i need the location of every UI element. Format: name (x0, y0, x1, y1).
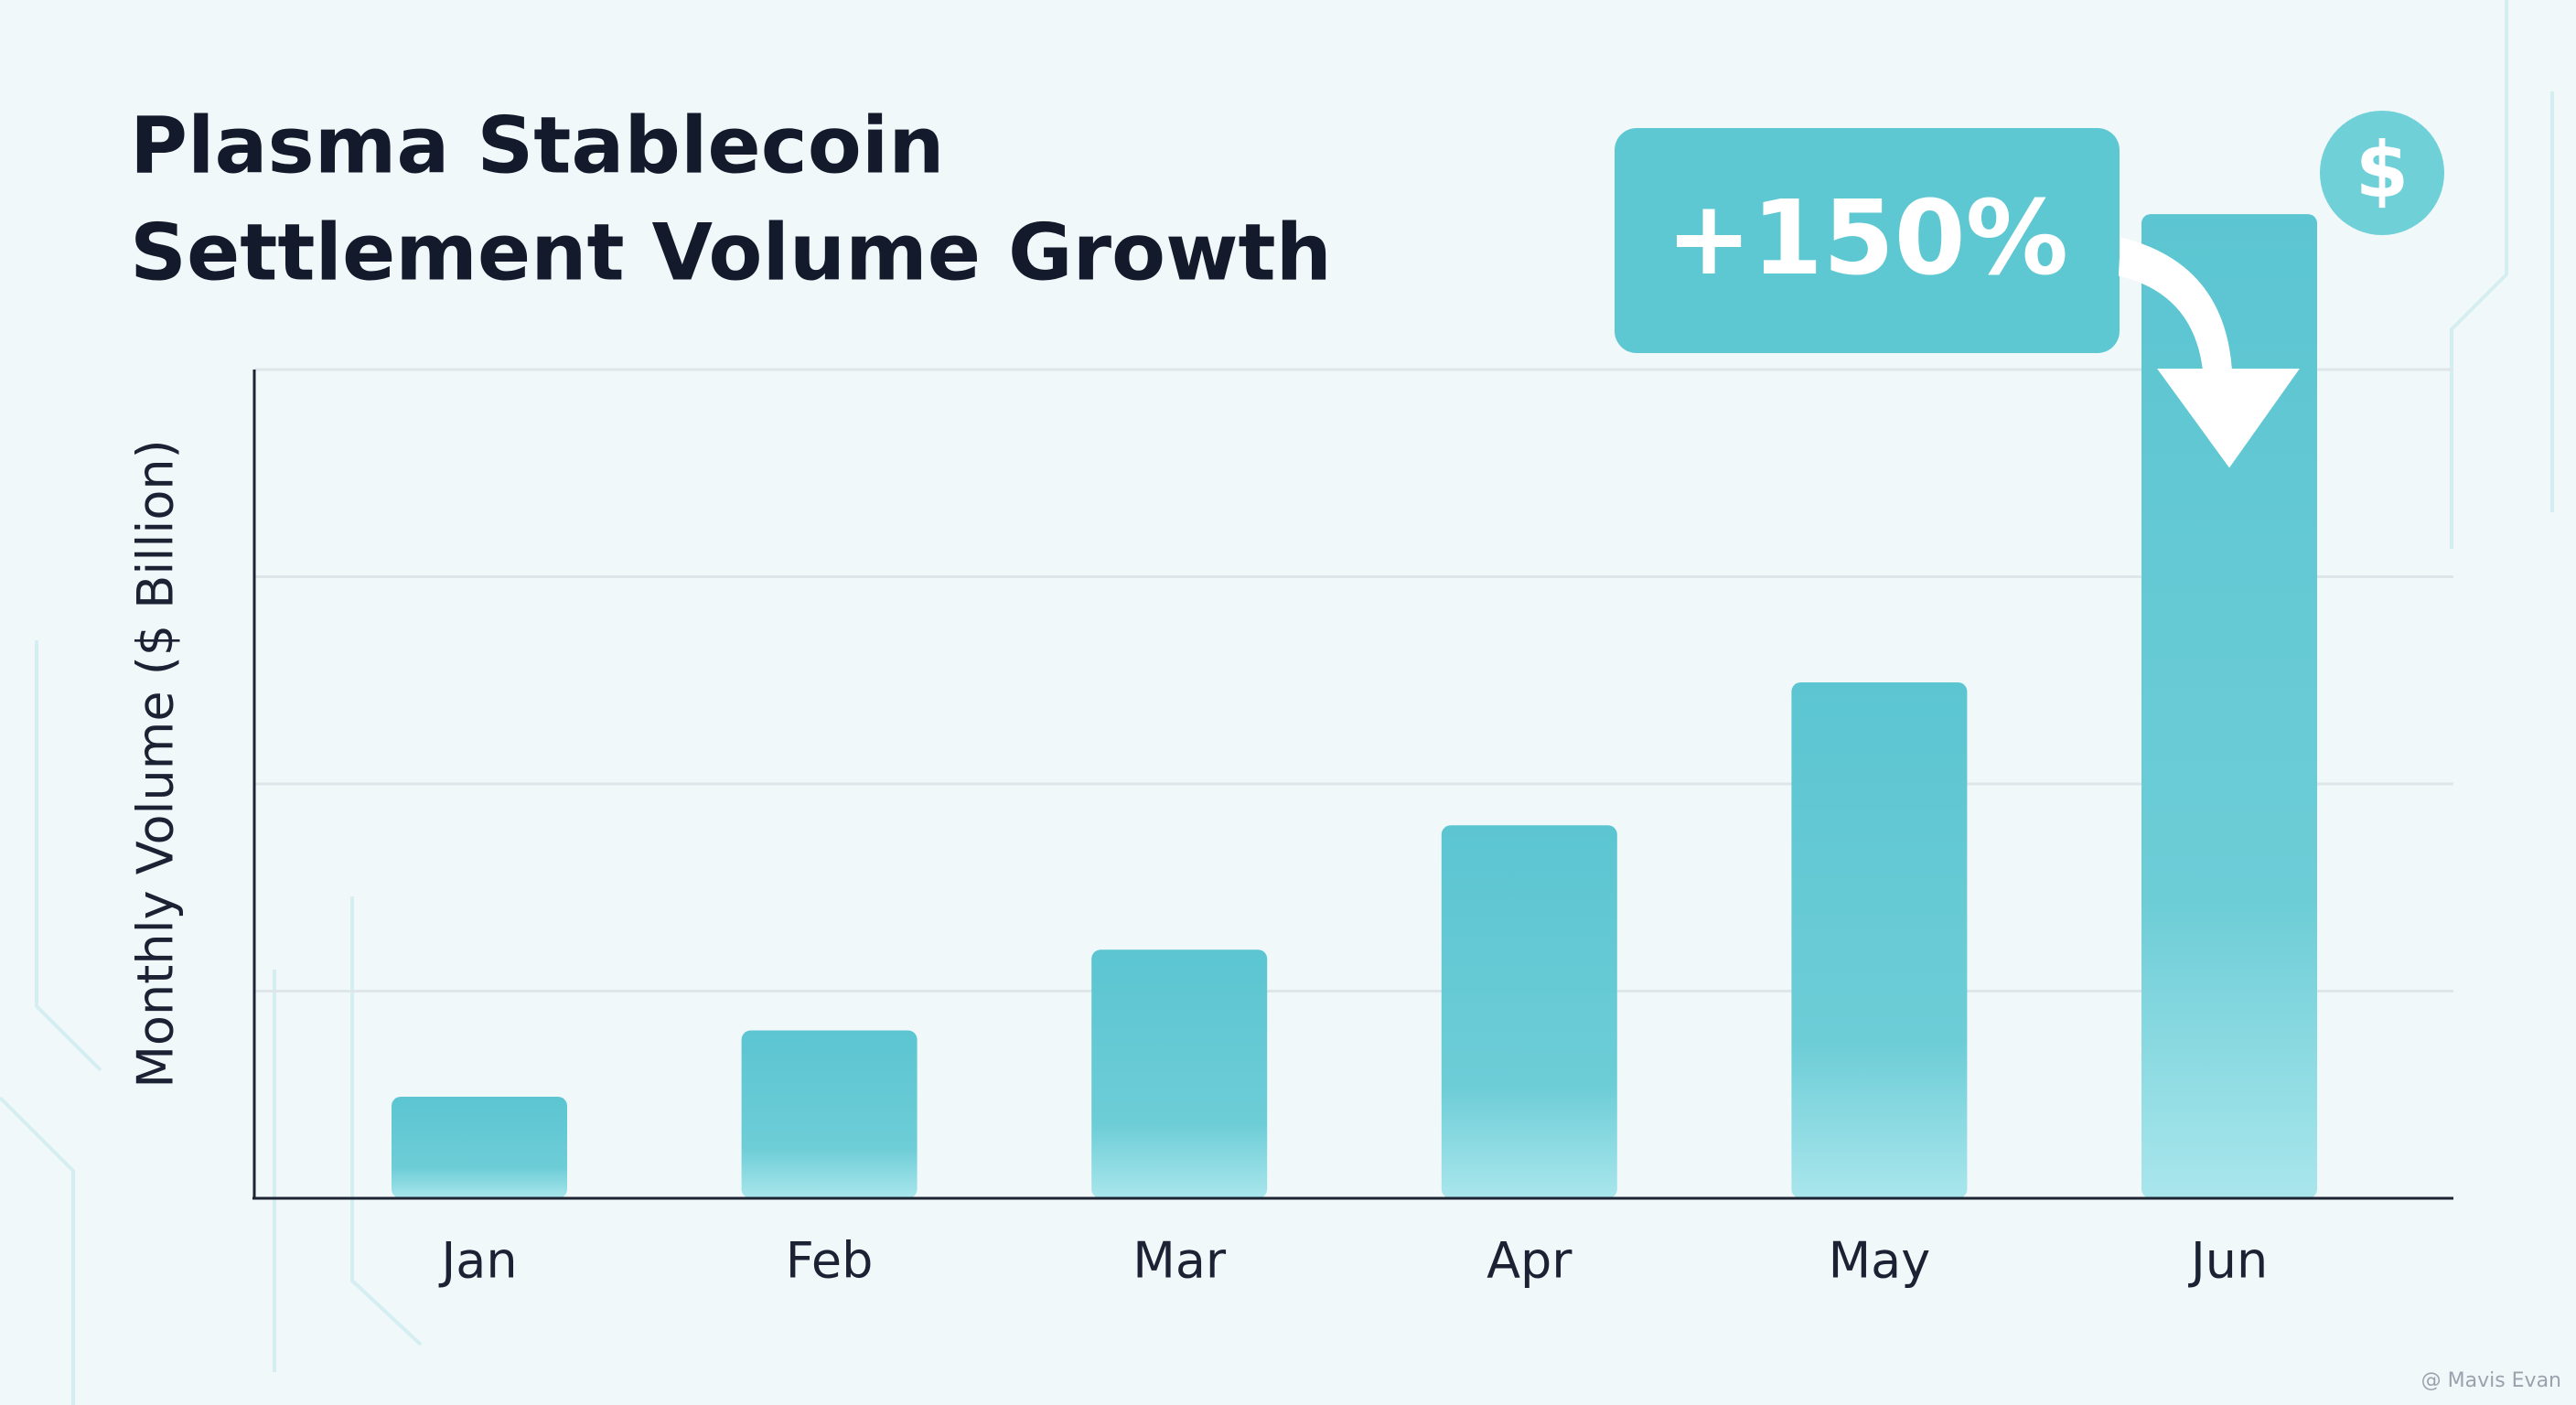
x-tick-label: Jun (2188, 1232, 2268, 1290)
bar (1441, 825, 1617, 1198)
coin-symbol: $ (2356, 125, 2409, 215)
x-tick-label: Feb (786, 1232, 874, 1290)
x-tick-label: May (1829, 1232, 1931, 1290)
bar (2141, 214, 2317, 1198)
watermark: @ Mavis Evan (2421, 1369, 2561, 1392)
annotation-arrow (2118, 237, 2300, 468)
bar (1091, 949, 1268, 1198)
plot: Jan Feb Mar Apr May Jun (254, 214, 2453, 1290)
annotation-text: +150% (1666, 179, 2068, 298)
coin-icon (2320, 111, 2444, 235)
bar (741, 1030, 918, 1198)
bar (392, 1097, 567, 1198)
chart-title: Plasma Stablecoin (130, 100, 945, 191)
y-axis-label: Monthly Volume ($ Billion) (127, 439, 185, 1088)
x-tick-label: Apr (1487, 1232, 1572, 1290)
x-tick-label: Jan (438, 1232, 517, 1290)
annotation: +150% $ (1615, 111, 2444, 468)
chart-title: Settlement Volume Growth (130, 207, 1332, 298)
x-tick-label: Mar (1132, 1232, 1227, 1290)
bar (1791, 682, 1968, 1198)
annotation-box (1615, 128, 2120, 353)
